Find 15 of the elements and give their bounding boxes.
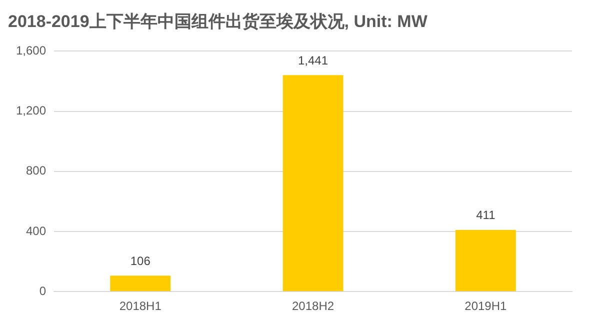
y-tick-label: 800 (26, 164, 46, 178)
y-tick-label: 400 (26, 224, 46, 238)
bar (282, 75, 344, 292)
data-label: 411 (476, 208, 496, 222)
x-tick-label: 2018H2 (292, 299, 334, 314)
y-tick-label: 0 (39, 284, 46, 298)
bar (455, 230, 516, 292)
data-label: 1,441 (298, 53, 328, 68)
chart-title: 2018-2019上下半年中国组件出货至埃及状况, Unit: MW (8, 11, 428, 33)
data-label: 106 (130, 254, 151, 268)
bar (110, 276, 171, 292)
y-tick-label: 1,600 (16, 44, 46, 58)
x-tick-label: 2019H1 (464, 299, 508, 314)
y-tick-label: 1,200 (16, 104, 46, 118)
x-tick-label: 2018H1 (119, 299, 162, 314)
